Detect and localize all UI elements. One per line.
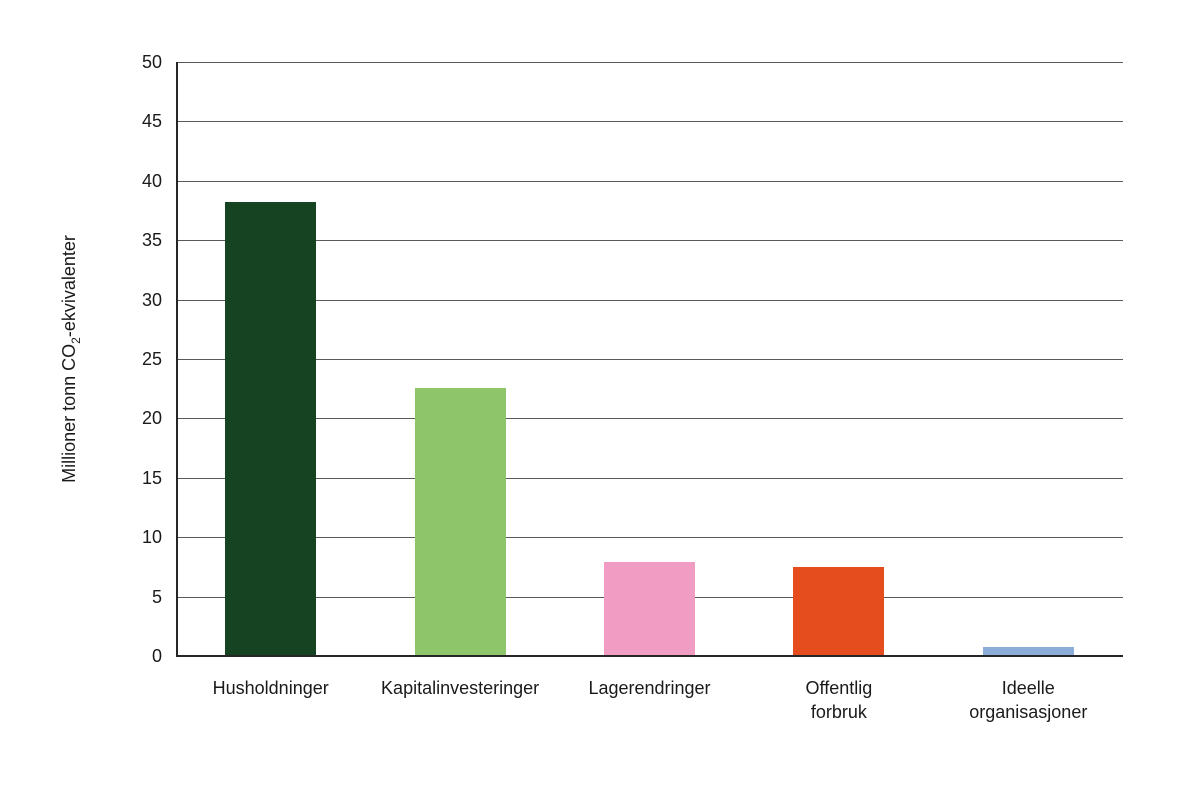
gridline-50	[176, 62, 1123, 63]
gridline-45	[176, 121, 1123, 123]
bar-husholdninger	[225, 202, 317, 656]
category-label-kapitalinvesteringer: Kapitalinvesteringer	[381, 678, 540, 698]
gridline-35	[176, 240, 1123, 242]
y-tick-label-15: 15	[141, 467, 162, 488]
y-tick-label-50: 50	[141, 52, 162, 72]
category-label-ideelle-organisasjoner: Ideelle organisasjoner	[969, 678, 1088, 723]
y-tick-label-5: 5	[151, 586, 162, 607]
category-label-offentlig-forbruk: Offentlig forbruk	[805, 678, 873, 723]
y-axis-title: Millioner tonn CO2-ekvivalenter	[59, 235, 83, 483]
category-label-lagerendringer: Lagerendringer	[588, 678, 711, 698]
y-tick-label-35: 35	[141, 230, 162, 251]
gridline-10	[176, 537, 1123, 539]
gridline-20	[176, 418, 1123, 420]
bar-ideelle-organisasjoner	[982, 646, 1074, 656]
gridline-40	[176, 180, 1123, 182]
bar-lagerendringer	[604, 562, 695, 656]
plot-area	[176, 62, 1123, 656]
x-axis-line	[176, 655, 1123, 657]
y-tick-label-25: 25	[141, 349, 162, 369]
y-axis-title-post: -ekvivalenter	[59, 235, 80, 338]
bar-offentlig-forbruk	[793, 566, 885, 656]
y-tick-label-40: 40	[141, 170, 162, 191]
gridline-25	[176, 359, 1123, 360]
gridline-30	[176, 299, 1123, 301]
y-tick-label-30: 30	[141, 289, 162, 310]
y-axis-title-subscript: 2	[68, 337, 83, 344]
y-tick-label-20: 20	[141, 408, 162, 429]
y-tick-label-0: 0	[151, 646, 162, 666]
gridline-15	[176, 477, 1123, 479]
y-tick-label-45: 45	[141, 111, 162, 132]
y-tick-label-10: 10	[141, 527, 162, 548]
y-axis-title-pre: Millioner tonn CO	[59, 343, 80, 483]
category-label-husholdninger: Husholdninger	[212, 678, 329, 698]
bar-kapitalinvesteringer	[414, 387, 506, 656]
y-axis-line	[176, 62, 178, 657]
